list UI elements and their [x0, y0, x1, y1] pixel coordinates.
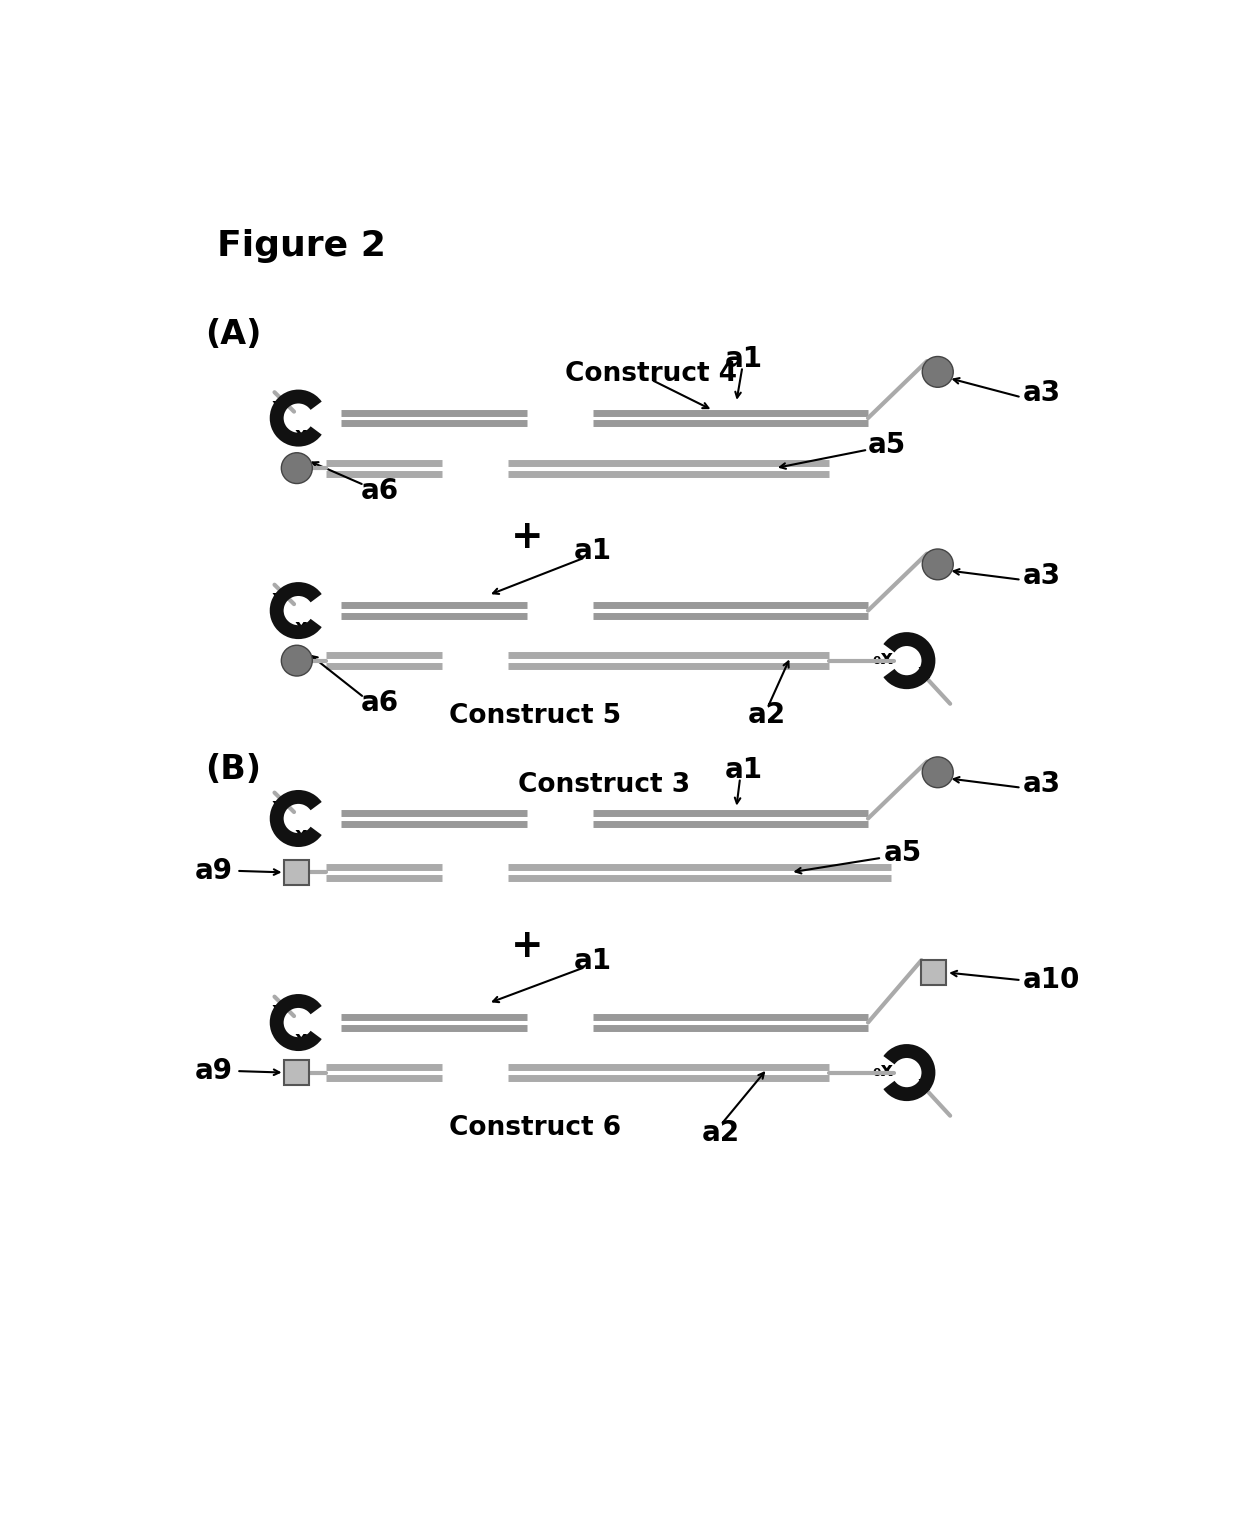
- Text: a10: a10: [1023, 967, 1080, 994]
- Text: a3: a3: [1023, 379, 1061, 406]
- Bar: [921, 960, 946, 985]
- Text: Construct 6: Construct 6: [449, 1115, 621, 1141]
- Text: x: x: [272, 589, 284, 608]
- Text: ₀x: ₀x: [872, 1061, 894, 1080]
- Text: Construct 3: Construct 3: [518, 773, 691, 799]
- Circle shape: [923, 356, 954, 388]
- Text: Construct 4: Construct 4: [565, 362, 737, 388]
- Bar: [284, 1060, 309, 1084]
- Text: x: x: [272, 1002, 284, 1020]
- Text: a6: a6: [361, 689, 399, 718]
- Text: a1: a1: [725, 756, 763, 783]
- Text: x₀: x₀: [294, 1031, 315, 1049]
- Text: a1: a1: [725, 345, 763, 373]
- Text: a9: a9: [195, 857, 233, 884]
- Text: a2: a2: [702, 1119, 740, 1147]
- Text: a5: a5: [868, 431, 906, 460]
- Circle shape: [923, 757, 954, 788]
- Text: +: +: [511, 519, 543, 556]
- Circle shape: [281, 452, 312, 484]
- Text: (A): (A): [206, 318, 262, 351]
- Text: Construct 5: Construct 5: [449, 702, 621, 728]
- Text: a2: a2: [748, 701, 786, 728]
- Text: x₀: x₀: [294, 426, 315, 444]
- Circle shape: [281, 646, 312, 676]
- Circle shape: [923, 550, 954, 580]
- Text: x: x: [272, 797, 284, 815]
- Text: x₀: x₀: [294, 826, 315, 846]
- Text: a1: a1: [574, 947, 611, 974]
- Bar: [284, 860, 309, 884]
- Text: x₀: x₀: [294, 618, 315, 637]
- Text: x: x: [918, 1075, 930, 1093]
- Text: a5: a5: [883, 840, 921, 867]
- Text: a3: a3: [1023, 562, 1061, 589]
- Text: a3: a3: [1023, 770, 1061, 797]
- Text: (B): (B): [206, 753, 262, 786]
- Text: +: +: [511, 927, 543, 965]
- Text: x: x: [918, 663, 930, 683]
- Text: a9: a9: [195, 1057, 233, 1086]
- Text: x: x: [272, 397, 284, 415]
- Text: ₀x: ₀x: [872, 649, 894, 667]
- Text: Figure 2: Figure 2: [217, 229, 386, 264]
- Text: a1: a1: [574, 538, 611, 565]
- Text: a6: a6: [361, 478, 399, 505]
